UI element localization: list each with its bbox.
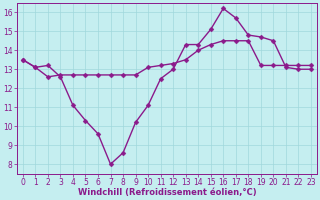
X-axis label: Windchill (Refroidissement éolien,°C): Windchill (Refroidissement éolien,°C) [77,188,256,197]
